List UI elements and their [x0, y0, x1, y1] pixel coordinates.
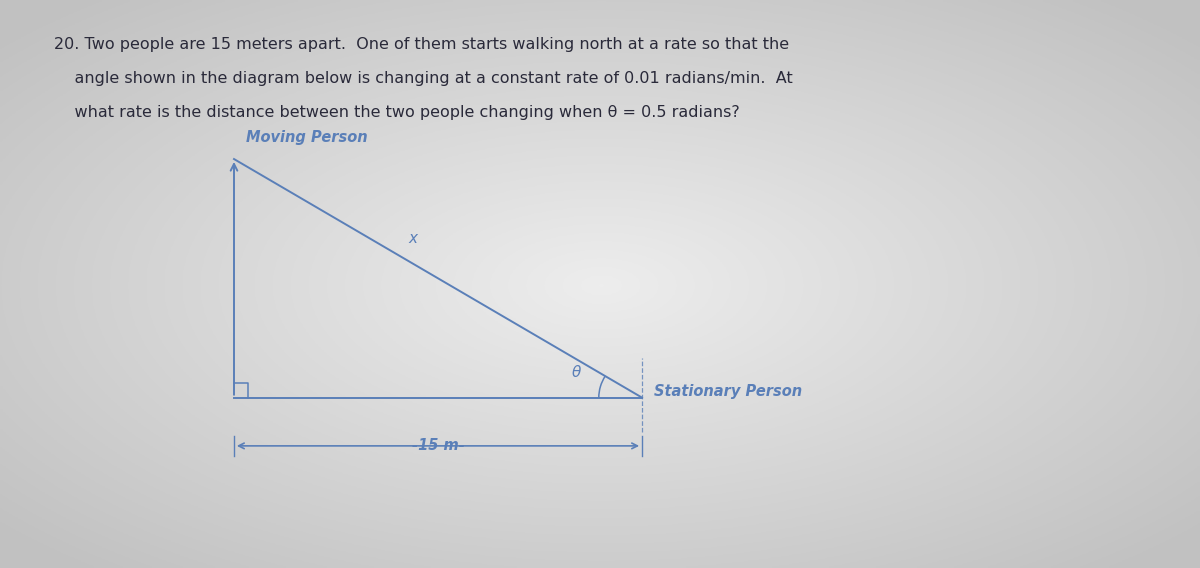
Text: angle shown in the diagram below is changing at a constant rate of 0.01 radians/: angle shown in the diagram below is chan… — [54, 71, 793, 86]
Text: Moving Person: Moving Person — [246, 130, 367, 145]
Text: Stationary Person: Stationary Person — [654, 385, 802, 399]
Text: x: x — [408, 231, 418, 246]
Text: what rate is the distance between the two people changing when θ = 0.5 radians?: what rate is the distance between the tw… — [54, 105, 739, 120]
Text: 20. Two people are 15 meters apart.  One of them starts walking north at a rate : 20. Two people are 15 meters apart. One … — [54, 37, 790, 52]
Text: θ: θ — [571, 365, 581, 379]
Text: -15 m-: -15 m- — [412, 438, 464, 453]
